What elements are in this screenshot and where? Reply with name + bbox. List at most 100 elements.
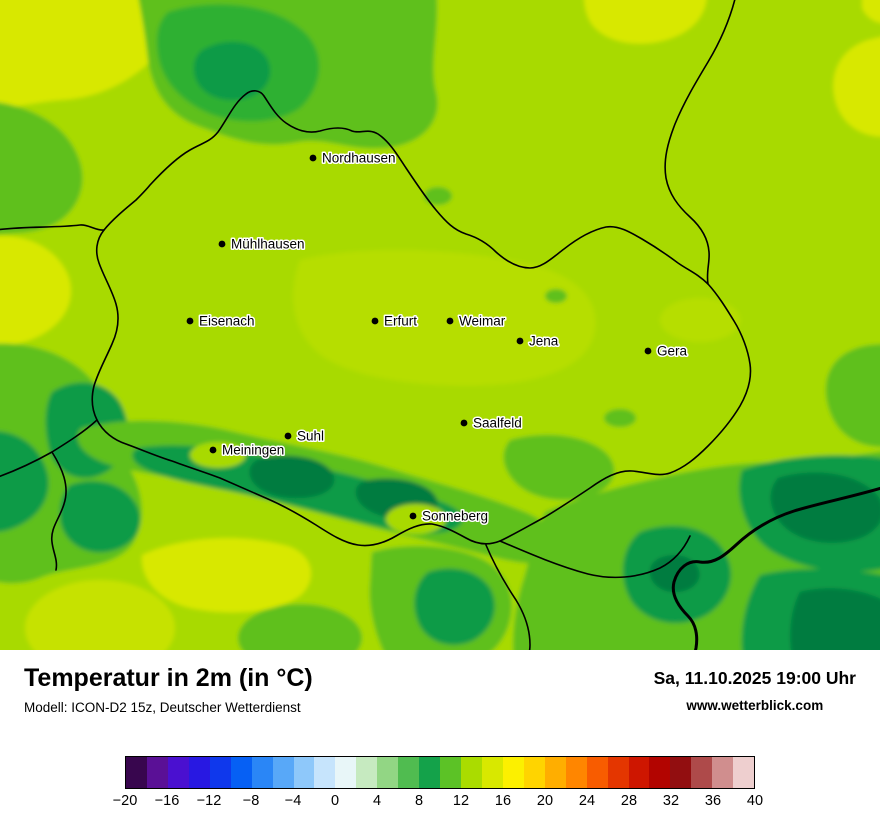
colorbar-segment [544, 757, 566, 788]
temp-region [503, 434, 615, 500]
colorbar-tick: 40 [746, 793, 764, 809]
colorbar-segment [314, 757, 336, 788]
colorbar-segment [126, 757, 147, 788]
forecast-datetime: Sa, 11.10.2025 19:00 Uhr [653, 668, 856, 688]
colorbar-segment [649, 757, 671, 788]
colorbar-segment [565, 757, 587, 788]
colorbar-segment [377, 757, 399, 788]
city-dot-erfurt [371, 317, 379, 325]
city-dot-saalfeld [460, 419, 468, 427]
info-panel: Temperatur in 2m (in °C) Modell: ICON-D2… [0, 650, 880, 830]
city-label-nordhausen: Nordhausen [322, 151, 396, 166]
colorbar-segment [670, 757, 692, 788]
city-label-meiningen: Meiningen [222, 443, 284, 458]
colorbar-tick: 8 [414, 793, 424, 809]
city-dot-m-hlhausen [218, 240, 226, 248]
colorbar-segment [461, 757, 482, 788]
temp-region [584, 0, 707, 44]
colorbar-segment [230, 757, 252, 788]
colorbar-tick: 24 [578, 793, 596, 809]
city-dot-nordhausen [309, 154, 317, 162]
border-south-lateral [499, 535, 691, 579]
colorbar-segment [523, 757, 545, 788]
temp-region [0, 431, 49, 532]
colorbar-tick: −8 [242, 793, 260, 809]
city-dot-sonneberg [409, 512, 417, 520]
temp-region [833, 37, 880, 137]
temp-region [293, 250, 596, 386]
temp-region [770, 472, 880, 543]
colorbar-segment [481, 757, 503, 788]
city-label-m-hlhausen: Mühlhausen [231, 237, 305, 252]
temp-region [386, 504, 446, 534]
colorbar-tick: 16 [494, 793, 512, 809]
colorbar-tick: 12 [452, 793, 470, 809]
temp-region [790, 588, 880, 650]
colorbar-segment [586, 757, 608, 788]
border-south-descender [485, 544, 531, 650]
colorbar-segment [272, 757, 294, 788]
colorbar-segment [440, 757, 461, 788]
colorbar-segment [712, 757, 734, 788]
city-label-jena: Jena [529, 334, 559, 349]
colorbar-segment [167, 757, 189, 788]
colorbar-segment [356, 757, 378, 788]
colorbar-scale [125, 756, 755, 789]
temp-region [862, 0, 880, 23]
city-label-erfurt: Erfurt [384, 314, 417, 329]
temp-region [424, 187, 452, 205]
colorbar-segment [335, 757, 357, 788]
city-dot-weimar [446, 317, 454, 325]
colorbar-tick: 32 [662, 793, 680, 809]
temp-region [545, 289, 567, 303]
city-dot-suhl [284, 432, 292, 440]
colorbar-tick: 20 [536, 793, 554, 809]
colorbar-tick: 36 [704, 793, 722, 809]
colorbar-segment [628, 757, 650, 788]
city-dot-jena [516, 337, 524, 345]
colorbar-tick: 28 [620, 793, 638, 809]
city-label-eisenach: Eisenach [199, 314, 255, 329]
temp-region [414, 568, 495, 645]
colorbar: −20 −16 −12 −8 −4 0 4 8 12 16 20 24 28 32 36 40 [113, 756, 763, 815]
city-markers: Nordhausen Mühlhausen Eisenach Erfurt Weimar… [186, 149, 689, 525]
colorbar-segment [251, 757, 273, 788]
border-southwest-branch [50, 451, 67, 571]
temp-region [238, 604, 362, 650]
city-dot-eisenach [186, 317, 194, 325]
colorbar-segment [691, 757, 713, 788]
temp-region [59, 481, 141, 553]
colorbar-segment [419, 757, 441, 788]
temp-region [190, 442, 246, 468]
colorbar-tick: 0 [330, 793, 340, 809]
city-label-saalfeld: Saalfeld [473, 416, 522, 431]
colorbar-segment [209, 757, 231, 788]
state-borders [0, 0, 880, 650]
temp-region [193, 41, 271, 101]
colorbar-tick: −12 [196, 793, 222, 809]
city-dot-meiningen [209, 446, 217, 454]
city-label-sonneberg: Sonneberg [422, 509, 488, 524]
colorbar-segment [607, 757, 629, 788]
border-thuringia [91, 90, 752, 547]
map-area: Nordhausen Mühlhausen Eisenach Erfurt Weimar… [0, 0, 880, 650]
border-west-connector [0, 224, 105, 231]
colorbar-tick: −16 [154, 793, 180, 809]
temp-region [660, 298, 740, 342]
website-text: www.wetterblick.com [686, 698, 824, 713]
colorbar-segment [293, 757, 315, 788]
temp-region [0, 0, 187, 108]
colorbar-segment [146, 757, 168, 788]
colorbar-segment [398, 757, 420, 788]
colorbar-segment [502, 757, 524, 788]
temp-region [604, 409, 636, 427]
temp-region [825, 344, 880, 447]
city-dot-gera [644, 347, 652, 355]
colorbar-tick: −4 [284, 793, 302, 809]
temp-region [141, 538, 312, 613]
temp-region [25, 580, 175, 650]
page-title: Temperatur in 2m (in °C) [24, 664, 313, 692]
city-label-weimar: Weimar [459, 314, 506, 329]
colorbar-tick: 4 [372, 793, 382, 809]
